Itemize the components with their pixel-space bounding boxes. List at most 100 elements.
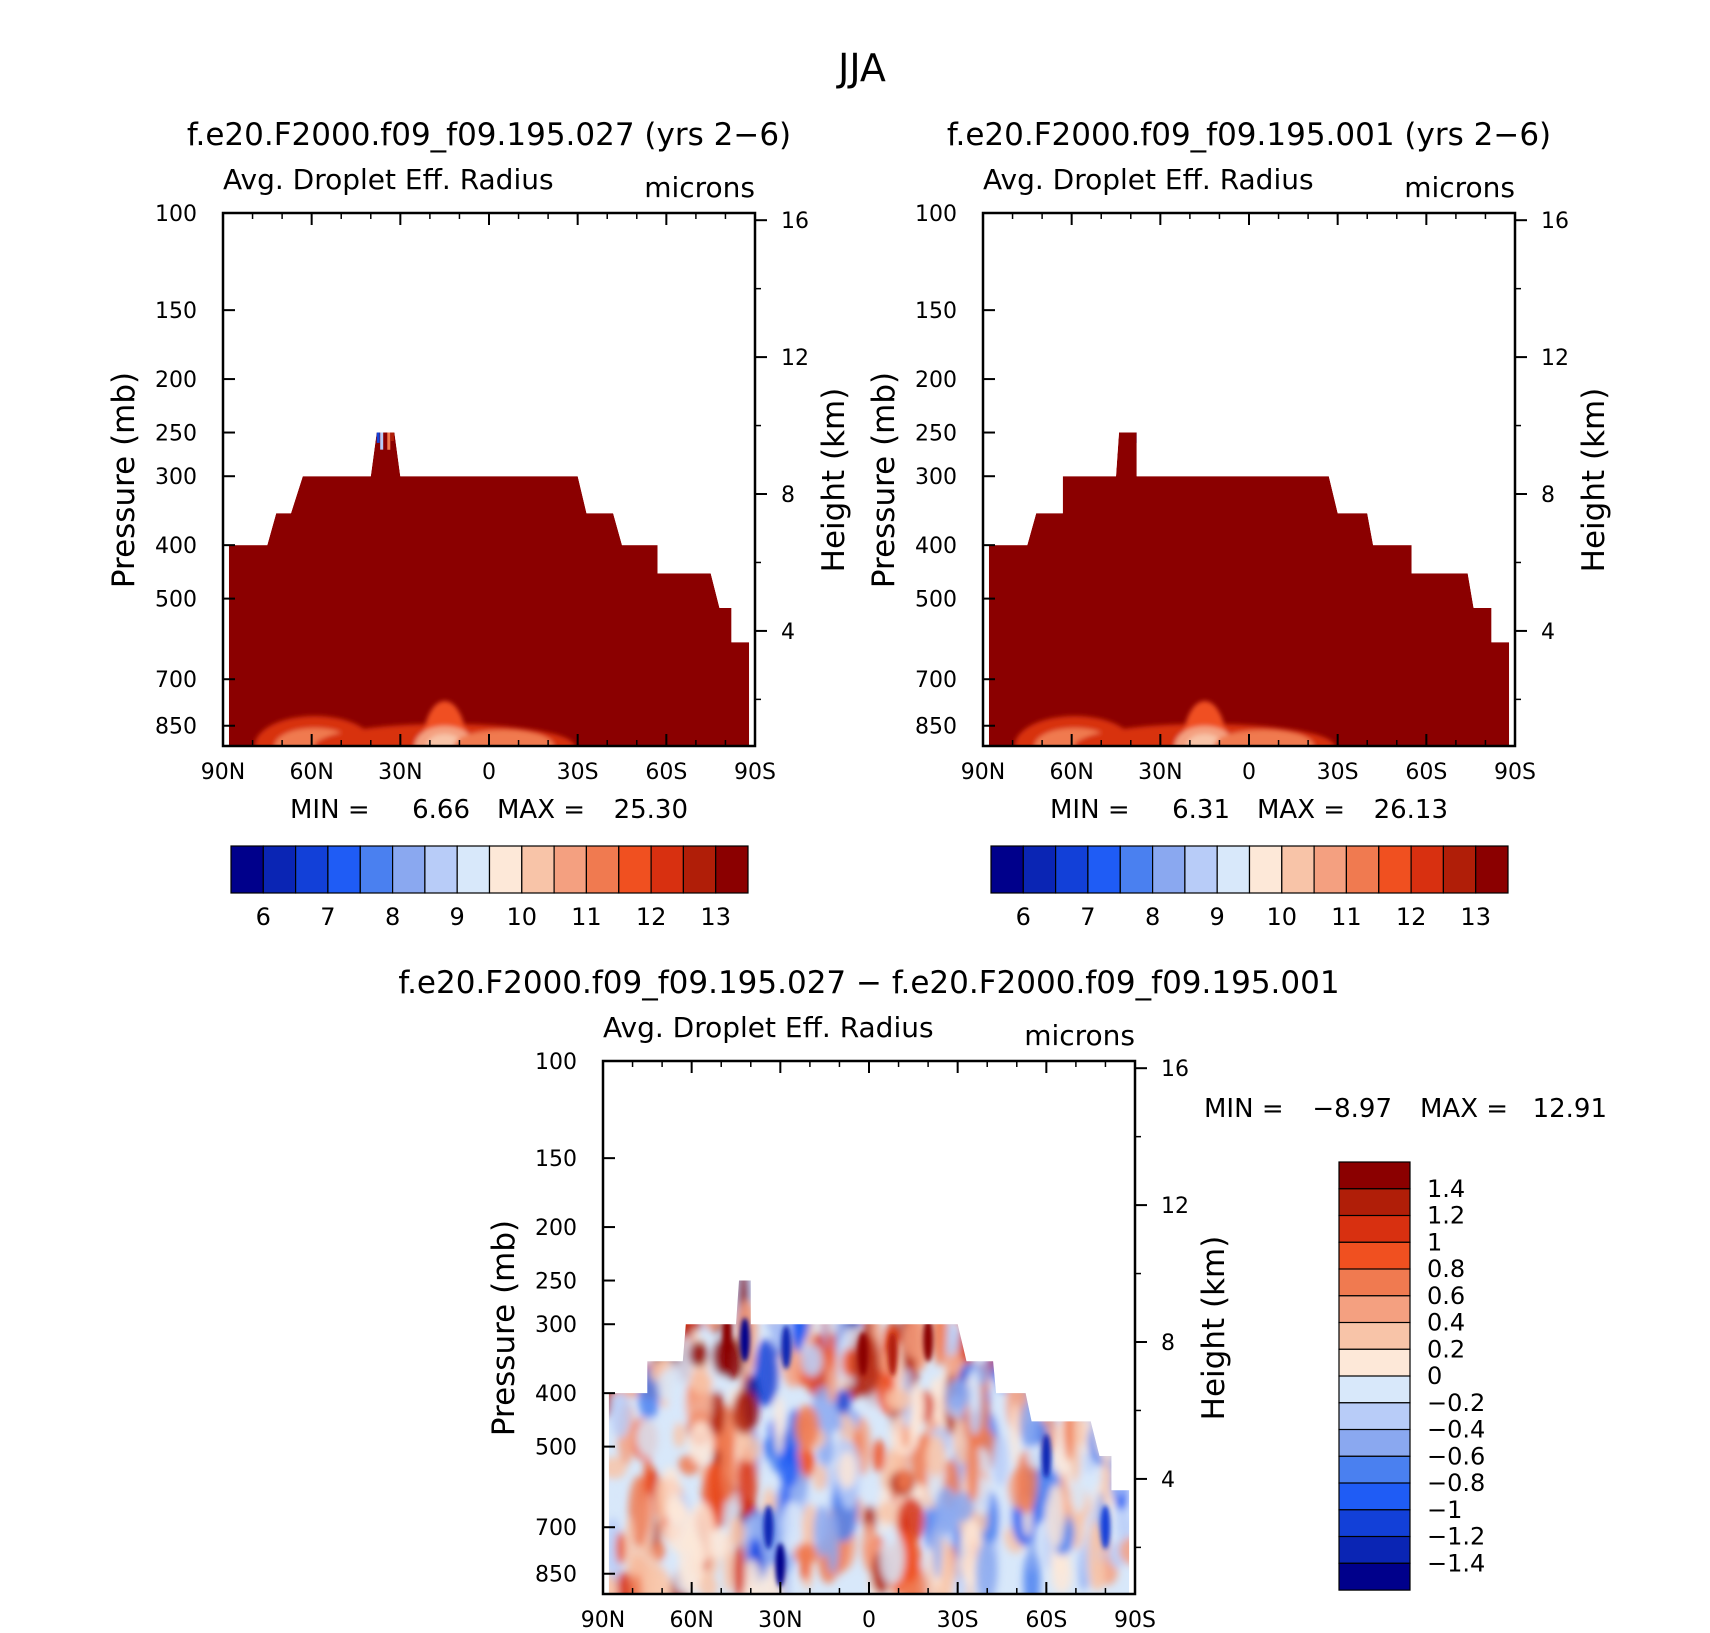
- y-tick-label: 400: [915, 534, 957, 559]
- x-tick-label: 30S: [1317, 760, 1359, 785]
- y-tick-label: 200: [155, 368, 197, 393]
- panel-experiment-027: f.e20.F2000.f09_f09.195.027 (yrs 2−6) Av…: [106, 117, 852, 931]
- colorbar-swatch: [1087, 845, 1121, 894]
- colorbar-label: 7: [320, 903, 335, 931]
- y-axis-label: Pressure (mb): [106, 372, 142, 588]
- colorbar-label: 6: [256, 903, 271, 931]
- colorbar-label: 6: [1016, 903, 1031, 931]
- colorbar-swatch: [1022, 845, 1057, 894]
- colorbar-swatch: [585, 845, 620, 894]
- colorbar-swatch: [1338, 1455, 1411, 1484]
- colorbar-swatch: [1281, 845, 1315, 894]
- colorbar-swatch: [262, 845, 297, 894]
- min-value: 6.66: [412, 795, 470, 825]
- y2-tick-label: 4: [1541, 620, 1555, 645]
- colorbar-swatch: [1338, 1482, 1411, 1511]
- y-tick-label: 500: [535, 1436, 577, 1461]
- x-tick-label: 0: [1242, 760, 1256, 785]
- x-tick-label: 30S: [937, 1608, 979, 1633]
- colorbar: 6 7 8 9 10 11 12 13: [230, 845, 749, 931]
- panel-title: f.e20.F2000.f09_f09.195.027 (yrs 2−6): [187, 117, 791, 153]
- colorbar-swatch: [650, 845, 684, 894]
- y-tick-label: 100: [155, 202, 197, 227]
- colorbar-label: 8: [1145, 903, 1160, 931]
- colorbar-label: 0.2: [1427, 1335, 1465, 1363]
- colorbar-swatch: [1313, 845, 1347, 894]
- colorbar-label: 13: [1460, 903, 1491, 931]
- y2-tick-label: 16: [1161, 1057, 1189, 1082]
- axes: 90N 60N 30N 0 30S 60S 90S 100 150 200 250 300 400 500…: [915, 202, 1569, 785]
- x-tick-label: 0: [482, 760, 496, 785]
- y-tick-label: 250: [155, 422, 197, 447]
- y-tick-label: 850: [915, 715, 957, 740]
- y-tick-label: 200: [915, 368, 957, 393]
- colorbar-swatch: [1338, 1402, 1411, 1431]
- colorbar-swatch: [1378, 845, 1412, 894]
- units-label: microns: [1024, 1019, 1135, 1052]
- x-tick-label: 30N: [378, 760, 422, 785]
- y-tick-label: 850: [155, 715, 197, 740]
- colorbar-swatch: [392, 845, 426, 894]
- colorbar-swatch: [990, 845, 1024, 894]
- y-tick-label: 100: [915, 202, 957, 227]
- colorbar-swatch: [1338, 1241, 1411, 1270]
- figure-title: JJA: [836, 46, 886, 90]
- y-tick-label: 400: [535, 1382, 577, 1407]
- y-axis-label: Pressure (mb): [486, 1220, 522, 1436]
- x-tick-label: 90S: [1494, 760, 1536, 785]
- colorbar-label: 0.6: [1427, 1282, 1465, 1310]
- contour-field: [228, 432, 750, 746]
- min-value: 6.31: [1172, 795, 1230, 825]
- y2-axis-label: Height (km): [816, 388, 852, 573]
- panel-experiment-001: f.e20.F2000.f09_f09.195.001 (yrs 2−6) Av…: [866, 117, 1612, 931]
- y2-axis-label: Height (km): [1576, 388, 1612, 573]
- colorbar-swatch: [1345, 845, 1380, 894]
- y-tick-label: 300: [155, 465, 197, 490]
- y-tick-label: 700: [535, 1516, 577, 1541]
- x-tick-label: 60N: [1049, 760, 1093, 785]
- colorbar-label: −0.8: [1427, 1469, 1485, 1497]
- panel-difference: f.e20.F2000.f09_f09.195.027 − f.e20.F200…: [398, 965, 1607, 1633]
- colorbar-swatch: [1338, 1375, 1411, 1404]
- max-value: 26.13: [1374, 795, 1448, 825]
- colorbar-swatch: [1338, 1348, 1411, 1377]
- y-tick-label: 400: [155, 534, 197, 559]
- colorbar-label: 0.4: [1427, 1309, 1465, 1337]
- contour-field: [988, 432, 1510, 746]
- colorbar-label: −1.4: [1427, 1549, 1485, 1577]
- y2-tick-label: 16: [781, 209, 809, 234]
- colorbar-label: −1: [1427, 1496, 1462, 1524]
- colorbar-swatch: [1442, 845, 1477, 894]
- units-label: microns: [644, 171, 755, 204]
- x-tick-label: 90S: [734, 760, 776, 785]
- x-tick-label: 60S: [1025, 1608, 1067, 1633]
- colorbar-swatch: [553, 845, 587, 894]
- panel-title: f.e20.F2000.f09_f09.195.001 (yrs 2−6): [947, 117, 1551, 153]
- colorbar-swatch: [682, 845, 717, 894]
- colorbar-label: 12: [636, 903, 667, 931]
- colorbar-label: 0: [1427, 1362, 1442, 1390]
- x-tick-label: 90N: [581, 1608, 625, 1633]
- colorbar-label: 9: [1210, 903, 1225, 931]
- colorbar-label: 7: [1080, 903, 1095, 931]
- y2-axis-label: Height (km): [1196, 1236, 1232, 1421]
- y-tick-label: 850: [535, 1563, 577, 1588]
- y-tick-label: 300: [915, 465, 957, 490]
- x-tick-label: 30N: [758, 1608, 802, 1633]
- difference-field: [608, 1280, 1130, 1594]
- y2-tick-label: 8: [781, 483, 795, 508]
- colorbar-swatch: [488, 845, 523, 894]
- y2-tick-label: 12: [1161, 1194, 1189, 1219]
- y-tick-label: 100: [535, 1050, 577, 1075]
- colorbar-label: 9: [450, 903, 465, 931]
- colorbar-swatch: [230, 845, 264, 894]
- colorbar-label: 1.4: [1427, 1175, 1465, 1203]
- colorbar-label: 13: [700, 903, 731, 931]
- y-tick-label: 700: [155, 668, 197, 693]
- x-tick-label: 90N: [201, 760, 245, 785]
- colorbar-swatch: [1248, 845, 1283, 894]
- colorbar-swatch: [1184, 845, 1218, 894]
- x-tick-label: 60S: [1405, 760, 1447, 785]
- colorbar-swatch: [424, 845, 458, 894]
- colorbar-label: −0.6: [1427, 1442, 1485, 1470]
